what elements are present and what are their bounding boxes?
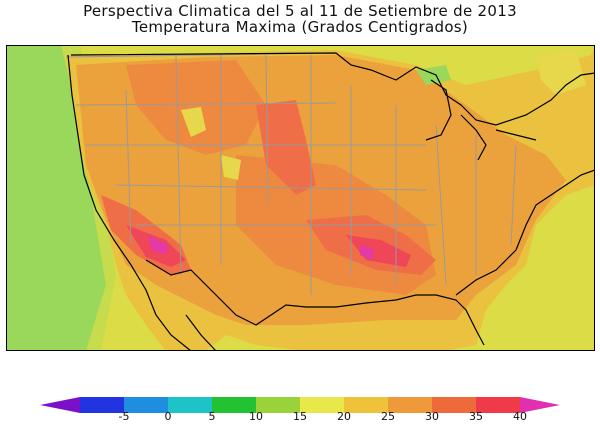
colorbar-low-triangle xyxy=(40,397,80,413)
zone-33-north xyxy=(126,60,266,155)
colorbar-tick-label: -5 xyxy=(118,410,130,423)
colorbar-high-triangle xyxy=(520,397,560,413)
colorbar-tick-label: 5 xyxy=(208,410,216,423)
zone-35-plains xyxy=(256,100,316,195)
colorbar-segment xyxy=(300,397,345,413)
colorbar-tick-label: 25 xyxy=(381,410,395,423)
colorbar-tick-label: 15 xyxy=(293,410,307,423)
colorbar-segment xyxy=(124,397,169,413)
colorbar-segment xyxy=(344,397,389,413)
cool-patch-mountains xyxy=(181,107,206,137)
zone-40-south xyxy=(360,245,374,260)
state-borders xyxy=(65,52,517,295)
colorbar-tick-label: 10 xyxy=(249,410,263,423)
pacific-cool-zone xyxy=(6,45,106,351)
colorbar-segment xyxy=(212,397,257,413)
map-title: Perspectiva Climatica del 5 al 11 de Set… xyxy=(83,2,517,20)
coastlines xyxy=(6,52,595,351)
temperature-colorbar xyxy=(40,397,560,413)
cool-patch-colorado xyxy=(221,155,241,180)
zone-40-southwest xyxy=(148,235,168,255)
zone-38-south xyxy=(346,235,411,267)
colorbar-segment xyxy=(432,397,477,413)
colorbar-segment xyxy=(388,397,433,413)
temperature-map xyxy=(6,45,595,351)
colorbar-segment xyxy=(80,397,125,413)
colorbar-segment xyxy=(168,397,213,413)
colorbar-tick-label: 20 xyxy=(337,410,351,423)
colorbar-tick-label: 40 xyxy=(513,410,527,423)
colorbar-tick-label: 35 xyxy=(469,410,483,423)
colorbar-tick-label: 30 xyxy=(425,410,439,423)
colorbar-segment xyxy=(256,397,301,413)
map-subtitle: Temperatura Maxima (Grados Centigrados) xyxy=(131,18,469,36)
cool-patch-northeast xyxy=(536,50,586,95)
colorbar-segment xyxy=(476,397,521,413)
colorbar-tick-label: 0 xyxy=(164,410,172,423)
